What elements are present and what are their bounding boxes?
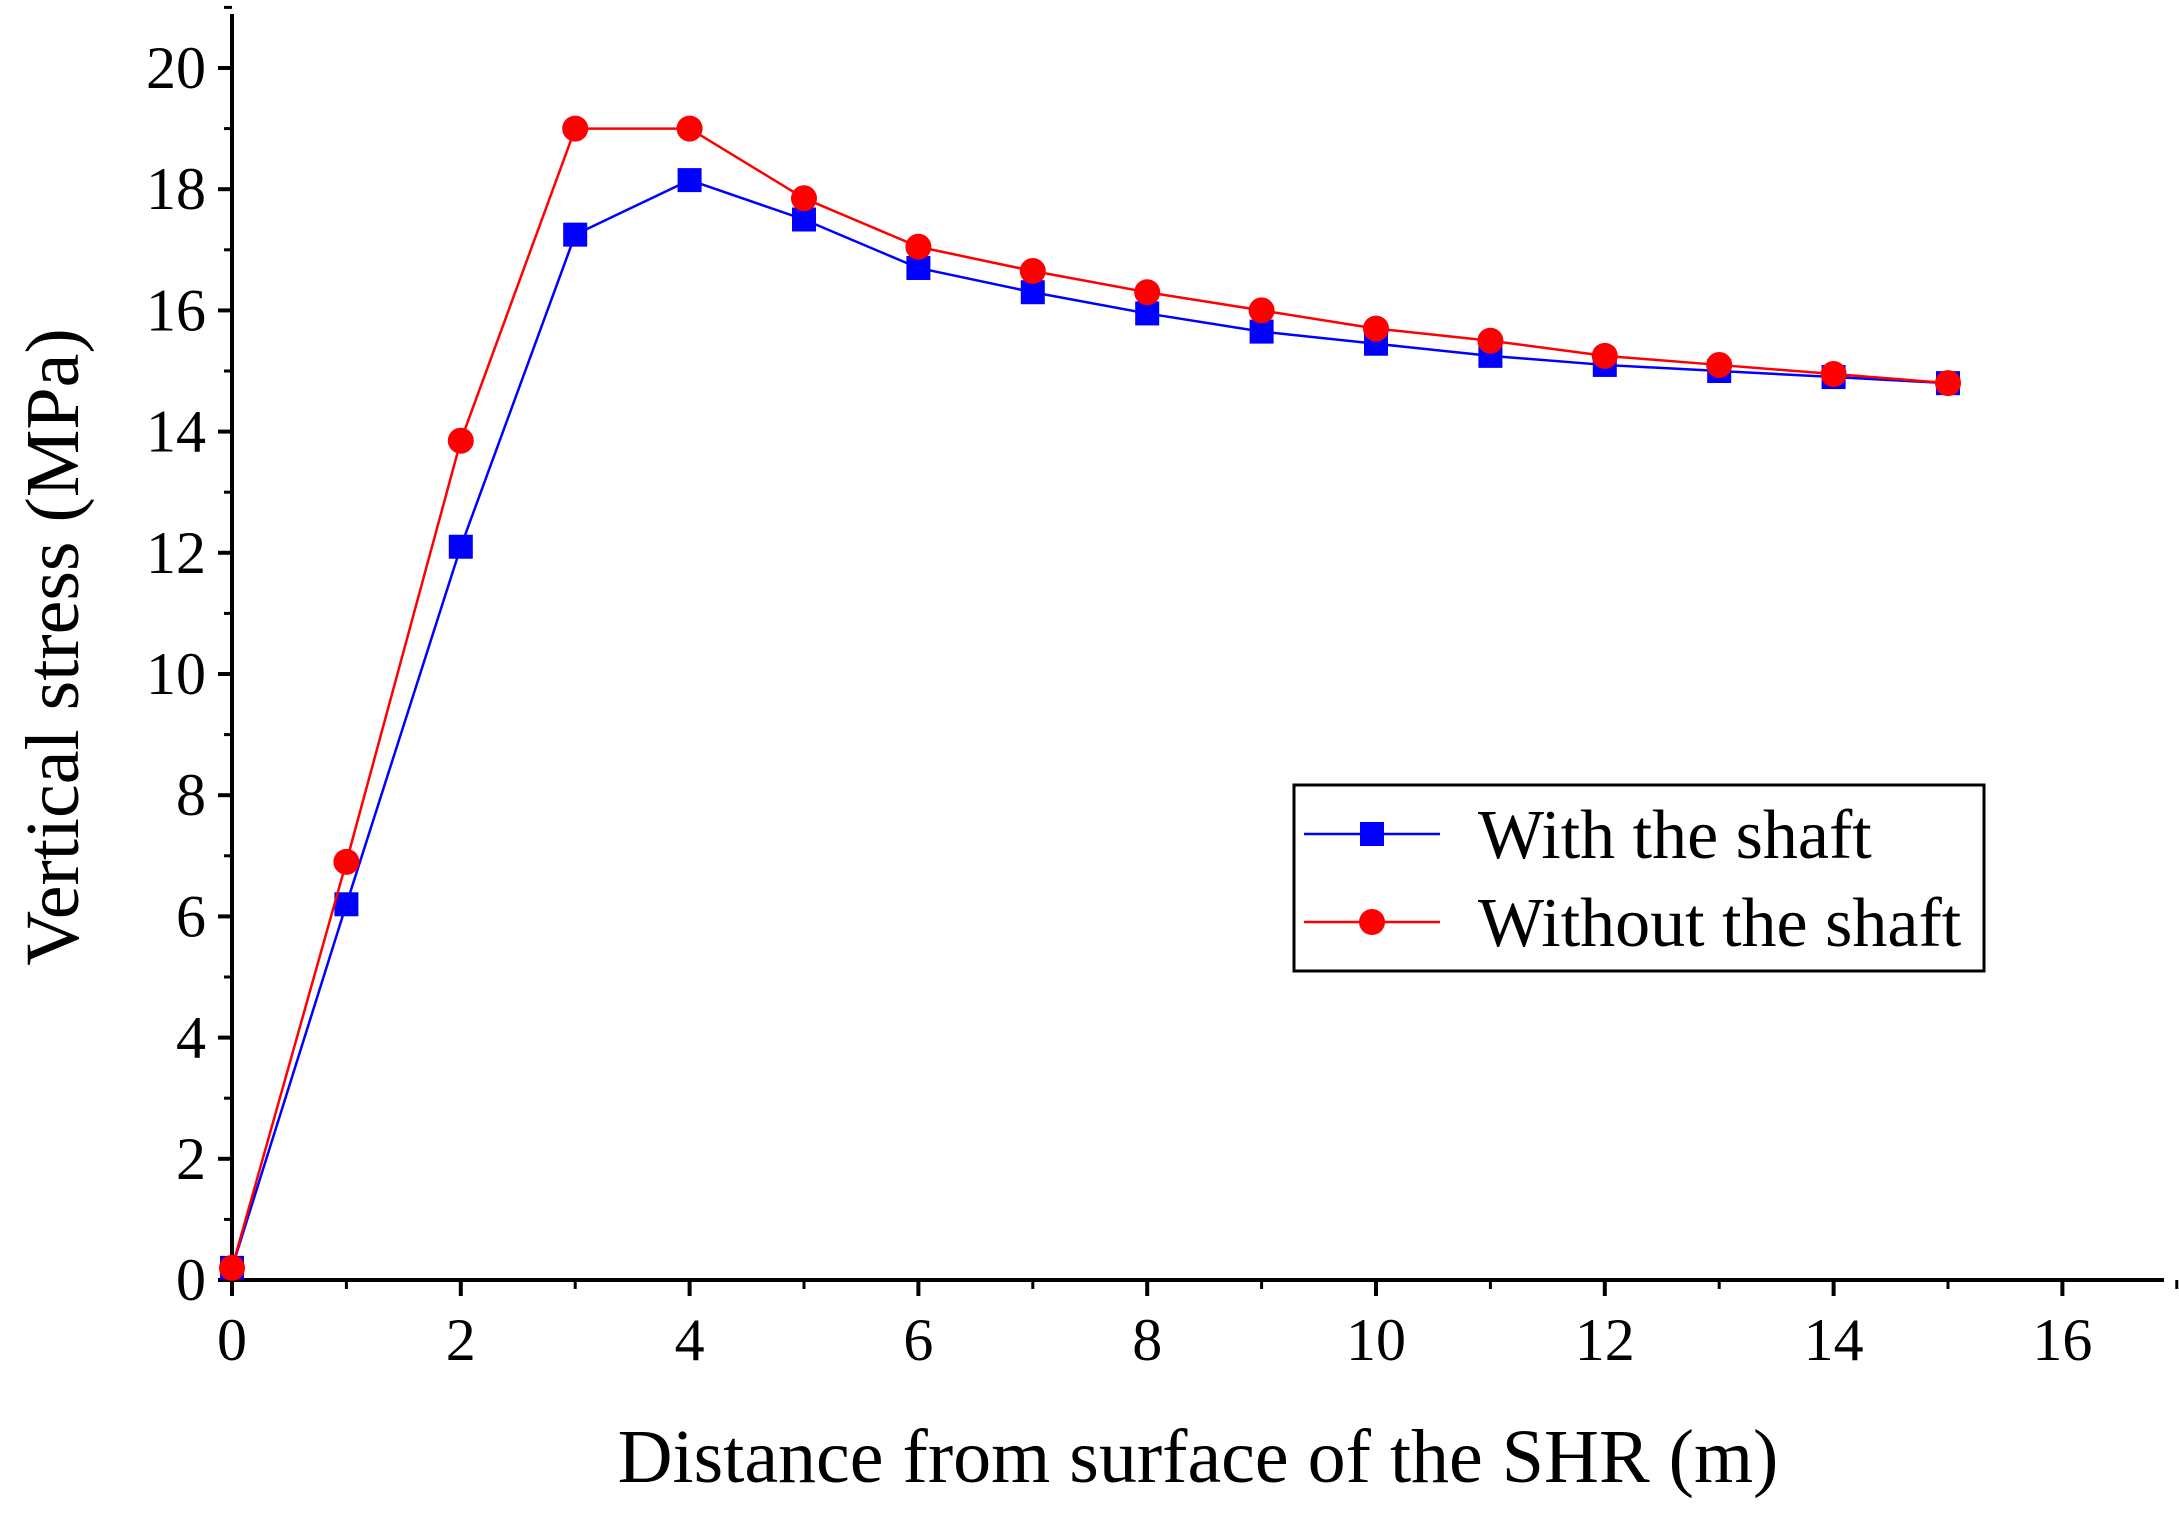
- x-tick-label: 0: [217, 1307, 247, 1373]
- x-tick-label: 2: [446, 1307, 476, 1373]
- legend-marker-circle: [1359, 909, 1385, 935]
- x-tick-label: 16: [2032, 1307, 2092, 1373]
- data-point-square: [1249, 319, 1274, 344]
- y-tick-label: 18: [146, 156, 206, 222]
- data-point-circle: [333, 848, 360, 875]
- y-axis-title: Vertical stress (MPa): [11, 328, 95, 965]
- legend: With the shaft Without the shaft: [1292, 783, 1986, 973]
- series-line: [230, 178, 1949, 1269]
- y-tick-label: 0: [176, 1247, 206, 1313]
- y-axis: 0 2 4 6 8 10 12 14 16 18 20: [146, 5, 234, 1313]
- legend-marker-square: [1360, 822, 1384, 846]
- y-tick-label: 6: [176, 883, 206, 949]
- data-point-circle: [219, 1254, 245, 1281]
- plot-area: [219, 115, 1961, 1281]
- series-without-shaft: [219, 115, 1961, 1281]
- y-tick-label: 8: [176, 762, 206, 828]
- y-tick-label: 14: [146, 399, 206, 465]
- data-point-circle: [1820, 361, 1847, 388]
- data-point-circle: [791, 185, 817, 212]
- data-point-square: [906, 255, 931, 280]
- data-point-square: [334, 892, 359, 917]
- y-tick-label: 20: [146, 35, 206, 101]
- data-point-square: [563, 222, 588, 247]
- data-point-circle: [1248, 297, 1275, 324]
- data-point-circle: [1706, 351, 1733, 378]
- x-tick-label: 12: [1575, 1307, 1635, 1373]
- series-line: [230, 127, 1949, 1269]
- y-tick-label: 16: [146, 277, 206, 343]
- legend-box: [1292, 783, 1986, 973]
- data-point-square: [677, 168, 702, 193]
- data-point-circle: [905, 233, 932, 260]
- data-point-square: [1135, 301, 1160, 326]
- y-tick-label: 2: [176, 1126, 206, 1192]
- data-point-circle: [1477, 327, 1504, 354]
- y-tick-label: 10: [146, 641, 206, 707]
- data-point-square: [448, 534, 473, 559]
- legend-item-with-shaft: With the shaft: [1304, 797, 1872, 874]
- y-tick-label: 4: [176, 1005, 206, 1071]
- data-point-circle: [1363, 315, 1389, 342]
- data-point-circle: [1019, 258, 1046, 285]
- data-point-circle: [562, 115, 589, 142]
- x-tick-label: 14: [1804, 1307, 1864, 1373]
- x-axis: 0 2 4 6 8 10 12 14 16: [217, 1278, 2179, 1373]
- legend-item-without-shaft: Without the shaft: [1304, 885, 1962, 962]
- legend-label-without-shaft: Without the shaft: [1478, 885, 1962, 962]
- y-tick-label: 12: [146, 520, 206, 586]
- data-point-circle: [1134, 279, 1161, 306]
- data-point-square: [1020, 280, 1045, 305]
- x-tick-label: 6: [903, 1307, 933, 1373]
- x-tick-label: 10: [1346, 1307, 1406, 1373]
- series-with-shaft: [220, 168, 1960, 1280]
- data-point-square: [792, 207, 816, 232]
- legend-label-with-shaft: With the shaft: [1478, 797, 1872, 874]
- x-axis-title: Distance from surface of the SHR (m): [618, 1415, 1779, 1499]
- data-point-circle: [1591, 342, 1618, 369]
- data-point-circle: [1935, 370, 1961, 397]
- data-point-circle: [676, 115, 703, 142]
- x-tick-label: 4: [675, 1307, 705, 1373]
- data-point-circle: [447, 427, 474, 454]
- x-tick-label: 8: [1132, 1307, 1162, 1373]
